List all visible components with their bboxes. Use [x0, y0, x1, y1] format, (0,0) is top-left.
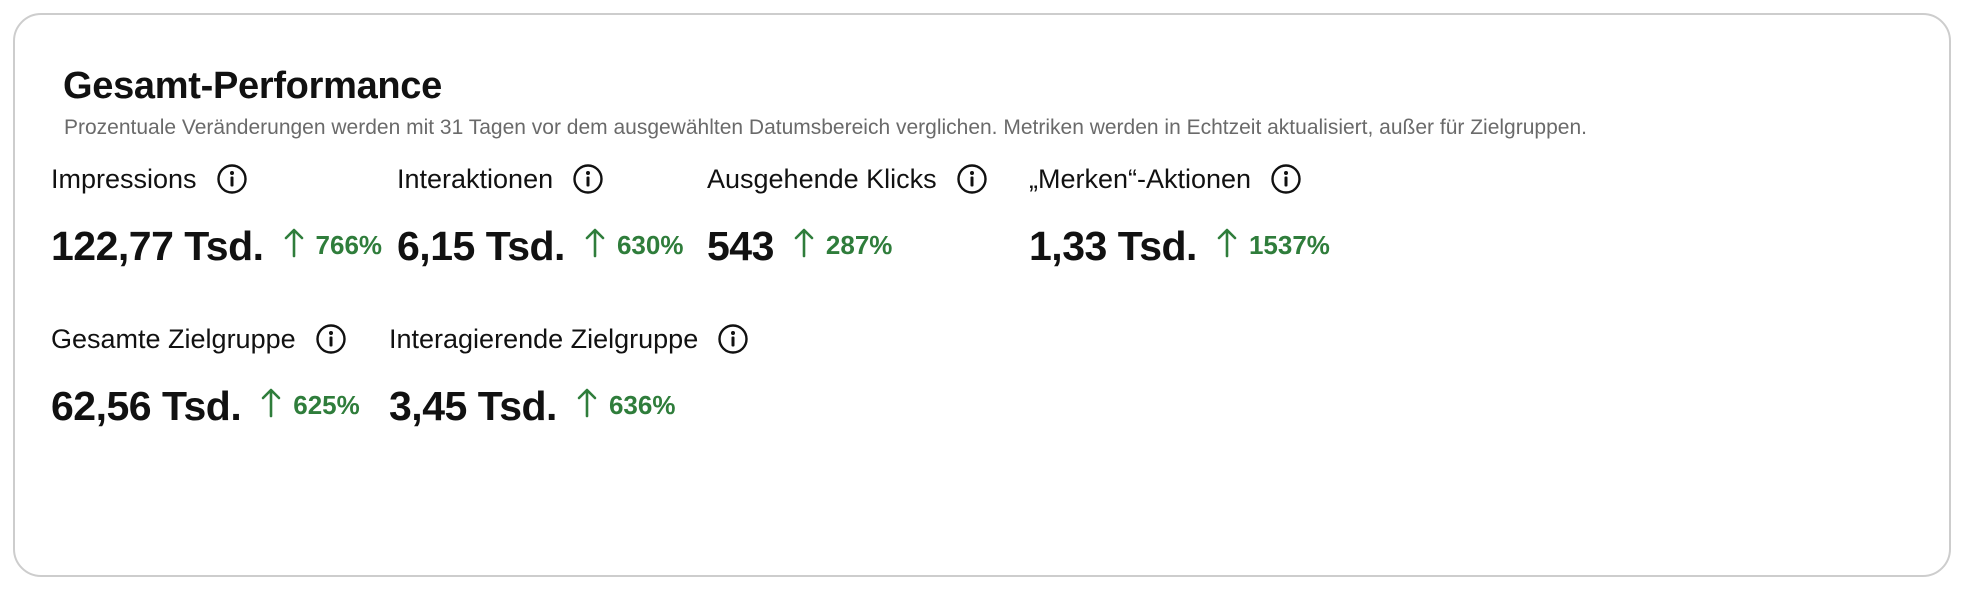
metric-change: 636% [577, 388, 676, 421]
metric-change: 1537% [1217, 228, 1330, 261]
metric-value: 6,15 Tsd. [397, 223, 565, 269]
metric-label: „Merken“-Aktionen [1029, 163, 1252, 194]
metric-change: 287% [794, 228, 893, 261]
metric-change: 766% [284, 228, 383, 261]
metric-label: Interaktionen [397, 163, 554, 194]
metric-change: 625% [261, 388, 360, 421]
arrow-up-icon [284, 228, 304, 258]
metric-outbound-clicks: Ausgehende Klicks 543 287% [707, 159, 988, 270]
metric-impressions: Impressions 122,77 Tsd. 766% [51, 159, 382, 270]
metric-change-value: 1537% [1248, 229, 1330, 260]
arrow-up-icon [585, 228, 605, 258]
metric-change: 630% [585, 228, 684, 261]
metric-value: 1,33 Tsd. [1029, 223, 1197, 269]
arrow-up-icon [1217, 228, 1237, 258]
metric-value: 543 [707, 223, 774, 269]
metric-engaged-audience: Interagierende Zielgruppe 3,45 Tsd. 636% [389, 319, 749, 430]
metric-label: Ausgehende Klicks [707, 163, 937, 194]
arrow-up-icon [261, 388, 281, 418]
info-icon[interactable] [572, 163, 604, 195]
metric-change-value: 766% [315, 229, 383, 260]
metric-label: Interagierende Zielgruppe [389, 323, 699, 354]
info-icon[interactable] [956, 163, 988, 195]
info-icon[interactable] [717, 323, 749, 355]
metric-change-value: 636% [608, 389, 676, 420]
metric-saves: „Merken“-Aktionen 1,33 Tsd. 1537% [1029, 159, 1330, 270]
card-title: Gesamt-Performance [63, 65, 442, 107]
metric-label: Impressions [51, 163, 197, 194]
metric-value: 62,56 Tsd. [51, 383, 242, 429]
overall-performance-card: Gesamt-Performance Prozentuale Veränderu… [13, 13, 1951, 577]
metric-value: 122,77 Tsd. [51, 223, 264, 269]
metric-value: 3,45 Tsd. [389, 383, 557, 429]
metric-change-value: 625% [293, 389, 360, 420]
metric-change-value: 630% [616, 229, 684, 260]
info-icon[interactable] [216, 163, 248, 195]
info-icon[interactable] [315, 323, 347, 355]
metric-interactions: Interaktionen 6,15 Tsd. 630% [397, 159, 683, 270]
arrow-up-icon [577, 388, 597, 418]
metric-change-value: 287% [825, 229, 893, 260]
metric-label: Gesamte Zielgruppe [51, 323, 296, 354]
arrow-up-icon [794, 228, 814, 258]
metric-total-audience: Gesamte Zielgruppe 62,56 Tsd. 625% [51, 319, 360, 430]
card-subtitle: Prozentuale Veränderungen werden mit 31 … [64, 116, 1587, 139]
info-icon[interactable] [1270, 163, 1302, 195]
